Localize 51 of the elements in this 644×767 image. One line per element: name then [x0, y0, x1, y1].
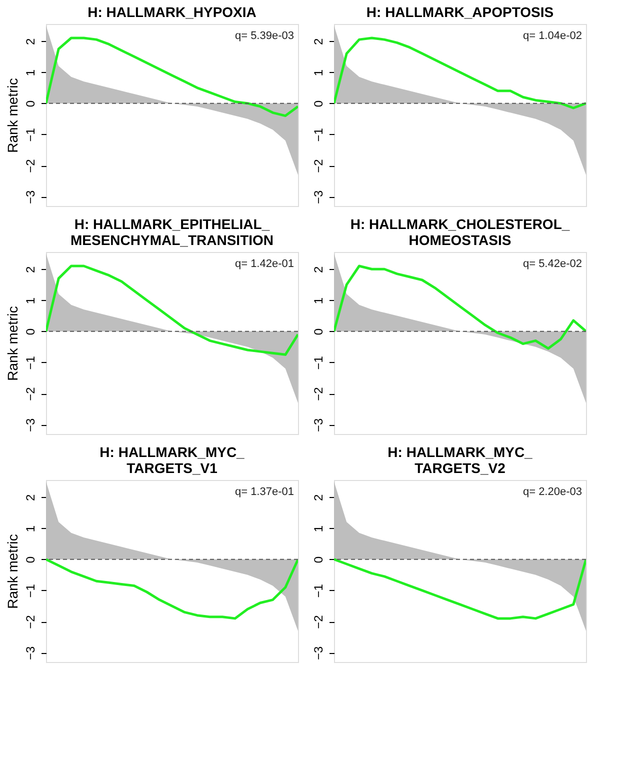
y-tick-label: −2	[312, 614, 326, 629]
y-tick-label: −1	[24, 356, 38, 370]
y-tick-label: 2	[312, 494, 326, 501]
chart-title: H: HALLMARK_CHOLESTEROL_ HOMEOSTASIS	[350, 216, 570, 248]
chart-title: H: HALLMARK_MYC_ TARGETS_V2	[388, 444, 533, 476]
y-tick-label: 2	[24, 494, 38, 501]
y-tick-label: −1	[312, 584, 326, 598]
annotation: q= 5.42e-02	[522, 258, 582, 270]
y-tick-label: 0	[24, 100, 38, 108]
y-tick-label: −2	[312, 386, 326, 401]
y-tick-label: −3	[312, 646, 326, 660]
y-axis-title: Rank metric	[4, 78, 20, 153]
y-tick-label: 0	[24, 556, 38, 564]
y-tick-label: −3	[24, 190, 38, 204]
chart-title: H: HALLMARK_EPITHELIAL_ MESENCHYMAL_TRANSITION	[70, 216, 274, 248]
y-tick-label: −1	[24, 584, 38, 598]
y-tick-label: 0	[24, 328, 38, 336]
y-tick-label: 2	[312, 38, 326, 45]
y-tick-label: 2	[24, 38, 38, 45]
chart-title: H: HALLMARK_APOPTOSIS	[366, 4, 554, 20]
y-tick-label: 0	[312, 328, 326, 336]
y-tick-label: −2	[24, 614, 38, 629]
y-tick-label: 1	[24, 69, 38, 76]
y-tick-label: 1	[24, 297, 38, 304]
y-tick-label: 1	[312, 525, 326, 532]
y-tick-label: −3	[312, 190, 326, 204]
y-tick-label: 1	[24, 525, 38, 532]
y-tick-label: 1	[312, 297, 326, 304]
y-tick-label: −2	[312, 158, 326, 173]
annotation: q= 2.20e-03	[522, 486, 582, 498]
annotation: q= 1.04e-02	[522, 30, 582, 42]
y-tick-label: −1	[24, 128, 38, 142]
chart-title: H: HALLMARK_MYC_ TARGETS_V1	[100, 444, 245, 476]
y-tick-label: −1	[312, 356, 326, 370]
y-tick-label: 2	[312, 266, 326, 273]
annotation: q= 5.39e-03	[234, 30, 294, 42]
y-tick-label: −3	[24, 646, 38, 660]
y-tick-label: 1	[312, 69, 326, 76]
y-axis-title: Rank metric	[4, 306, 20, 381]
y-tick-label: 0	[312, 556, 326, 564]
y-tick-label: −1	[312, 128, 326, 142]
y-tick-label: 2	[24, 266, 38, 273]
chart-title: H: HALLMARK_HYPOXIA	[88, 4, 256, 20]
y-axis-title: Rank metric	[4, 534, 20, 609]
annotation: q= 1.37e-01	[234, 486, 294, 498]
annotation: q= 1.42e-01	[234, 258, 294, 270]
y-tick-label: 0	[312, 100, 326, 108]
y-tick-label: −3	[312, 418, 326, 432]
y-tick-label: −2	[24, 158, 38, 173]
y-tick-label: −3	[24, 418, 38, 432]
y-tick-label: −2	[24, 386, 38, 401]
